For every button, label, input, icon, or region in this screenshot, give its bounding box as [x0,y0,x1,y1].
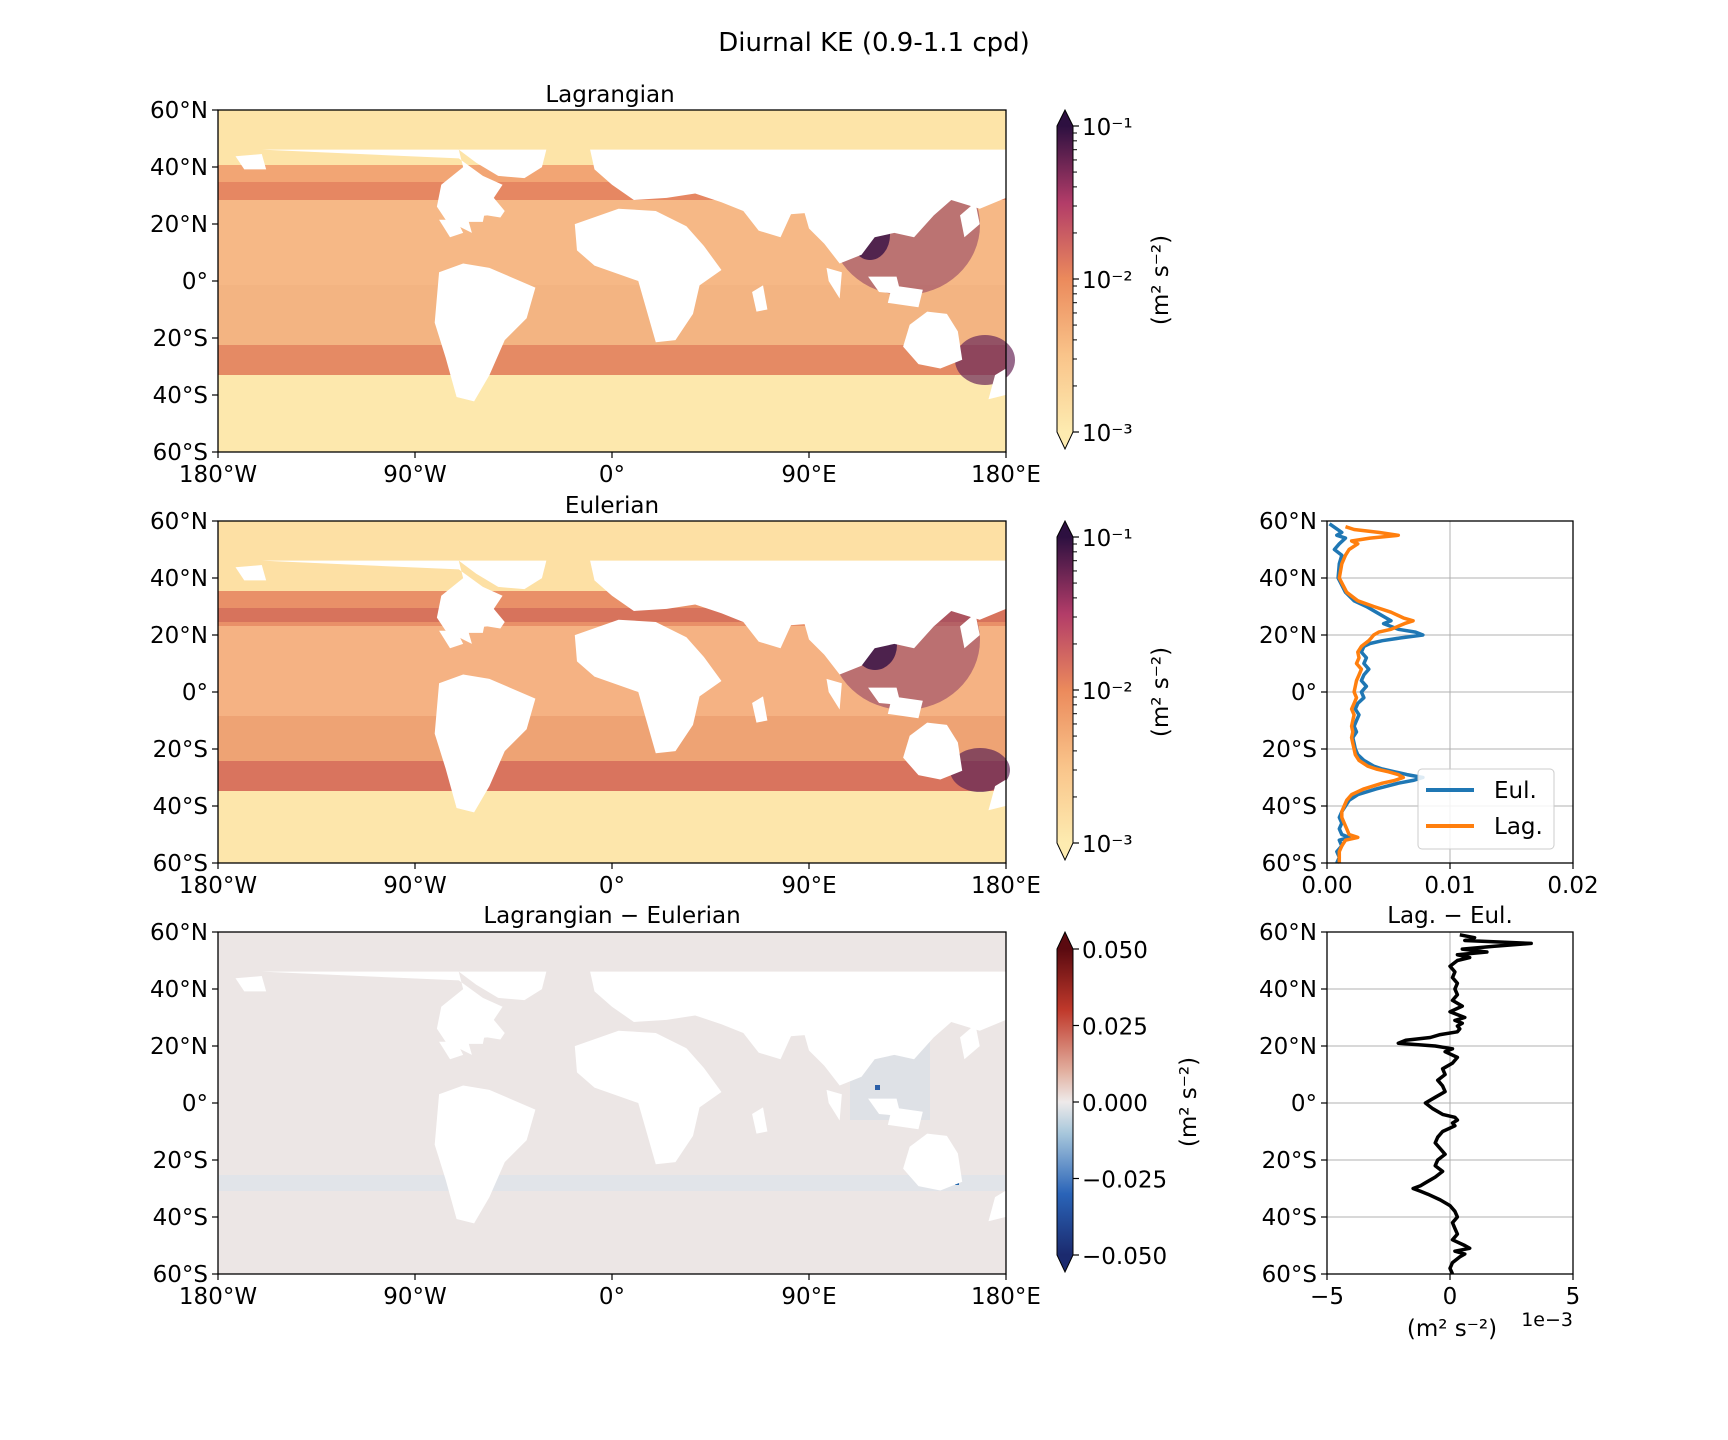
map-lon-tick-label: 90°W [383,462,447,488]
map-lat-tick-label: 60°S [153,440,208,466]
map-lagrangian: Lagrangian [217,82,1015,453]
colorbar-diff: 0.050 0.025 0.000 −0.025 −0.050 [1056,930,1167,1274]
colorbar-tick-label: −0.050 [1082,1244,1167,1270]
map-lon-tick-label: 90°W [383,873,447,899]
map-lat-tick-label: 40°S [153,794,208,820]
map-lat-tick-label: 0° [182,680,208,706]
map-lat-tick-label: 20°N [150,1034,208,1060]
x-tick-label: 0.01 [1424,873,1475,899]
colorbar-ke-1: 10⁻¹ 10⁻² 10⁻³ [1056,108,1133,451]
y-tick-label: 60°S [1262,1262,1317,1288]
y-tick-label: 40°N [1259,977,1317,1003]
map-eulerian: Eulerian [217,493,1010,864]
y-tick-label: 20°S [1262,1148,1317,1174]
y-tick-label: 0° [1291,1091,1317,1117]
map-lon-tick-label: 0° [599,462,625,488]
map-lon-tick-label: 90°E [781,1284,836,1310]
x-tick-label: 0.02 [1547,873,1598,899]
map-lat-tick-label: 60°S [153,1262,208,1288]
map-lat-tick-label: 60°N [150,920,208,946]
map-lat-tick-label: 40°N [150,977,208,1003]
x-tick-label: 5 [1566,1284,1581,1310]
x-tick-label: 0.00 [1301,873,1352,899]
map-lon-tick-label: 180°E [971,873,1041,899]
y-tick-label: 40°N [1259,566,1317,592]
colorbar-ke-2-label: (m² s⁻²) [1148,647,1174,737]
map-lat-tick-label: 60°S [153,851,208,877]
difference-profile-offset: 1e−3 [1521,1309,1573,1331]
y-tick-label: 60°N [1259,509,1317,535]
series-difference-line [1396,933,1533,1275]
map-lon-tick-label: 90°E [781,462,836,488]
legend-lag-label: Lag. [1494,814,1543,840]
map-lon-tick-label: 180°W [179,1284,257,1310]
map-lat-tick-label: 40°S [153,383,208,409]
map-lon-tick-label: 180°E [971,462,1041,488]
map-lon-tick-label: 0° [599,873,625,899]
map-lat-tick-label: 20°S [153,737,208,763]
map-eulerian-title: Eulerian [565,493,659,519]
map-lon-tick-label: 0° [599,1284,625,1310]
legend: Eul. Lag. [1417,768,1555,850]
map-lat-tick-label: 40°N [150,566,208,592]
colorbar-tick-label: 10⁻³ [1082,421,1133,447]
colorbar-tick-label: −0.025 [1082,1168,1167,1194]
colorbar-tick-label: 10⁻¹ [1082,115,1133,141]
y-tick-label: 20°N [1259,1034,1317,1060]
map-lon-tick-label: 180°E [971,1284,1041,1310]
difference-profile-chart: 60°N 40°N 20°N 0° 20°S 40°S 60°S−5 0 5 [1259,920,1580,1310]
map-difference: Lagrangian − Eulerian [217,903,1007,1275]
legend-eul-label: Eul. [1494,778,1537,804]
colorbar-tick-label: 0.025 [1082,1015,1148,1041]
colorbar-ke-1-label: (m² s⁻²) [1148,235,1174,325]
x-tick-label: 0 [1443,1284,1458,1310]
map-lon-tick-label: 90°E [781,873,836,899]
y-tick-label: 40°S [1262,794,1317,820]
y-tick-label: 20°N [1259,623,1317,649]
colorbar-tick-label: 0.050 [1082,938,1148,964]
figure-title: Diurnal KE (0.9-1.1 cpd) [718,28,1030,58]
map-lat-tick-label: 20°S [153,1148,208,1174]
y-tick-label: 0° [1291,680,1317,706]
colorbar-diff-label: (m² s⁻²) [1176,1057,1202,1147]
profile-chart: 60°N 40°N 20°N 0° 20°S 40°S 60°S0.00 0.01 0.02 [1259,509,1599,899]
colorbar-tick-label: 10⁻¹ [1082,526,1133,552]
difference-profile-title: Lag. − Eul. [1387,903,1513,929]
map-lat-tick-label: 0° [182,1091,208,1117]
map-lat-tick-label: 40°N [150,155,208,181]
map-lat-tick-label: 40°S [153,1205,208,1231]
y-tick-label: 20°S [1262,737,1317,763]
map-lat-tick-label: 20°N [150,212,208,238]
series-lag-line [1337,525,1415,863]
colorbar-ke-2: 10⁻¹ 10⁻² 10⁻³ [1056,519,1133,862]
map-difference-title: Lagrangian − Eulerian [483,903,740,929]
map-lat-tick-label: 20°N [150,623,208,649]
map-lon-tick-label: 180°W [179,462,257,488]
colorbar-tick-label: 10⁻² [1082,268,1133,294]
difference-profile-xlabel: (m² s⁻²) [1407,1316,1497,1342]
colorbar-tick-label: 10⁻² [1082,679,1133,705]
map-lagrangian-title: Lagrangian [545,82,674,108]
map-lon-tick-label: 180°W [179,873,257,899]
x-tick-label: −5 [1310,1284,1344,1310]
map-lat-tick-label: 0° [182,269,208,295]
map-lat-tick-label: 20°S [153,326,208,352]
colorbar-tick-label: 0.000 [1082,1091,1148,1117]
y-tick-label: 60°N [1259,920,1317,946]
colorbar-tick-label: 10⁻³ [1082,832,1133,858]
map-lon-tick-label: 90°W [383,1284,447,1310]
map-lat-tick-label: 60°N [150,98,208,124]
y-tick-label: 40°S [1262,1205,1317,1231]
y-tick-label: 60°S [1262,851,1317,877]
map-lat-tick-label: 60°N [150,509,208,535]
